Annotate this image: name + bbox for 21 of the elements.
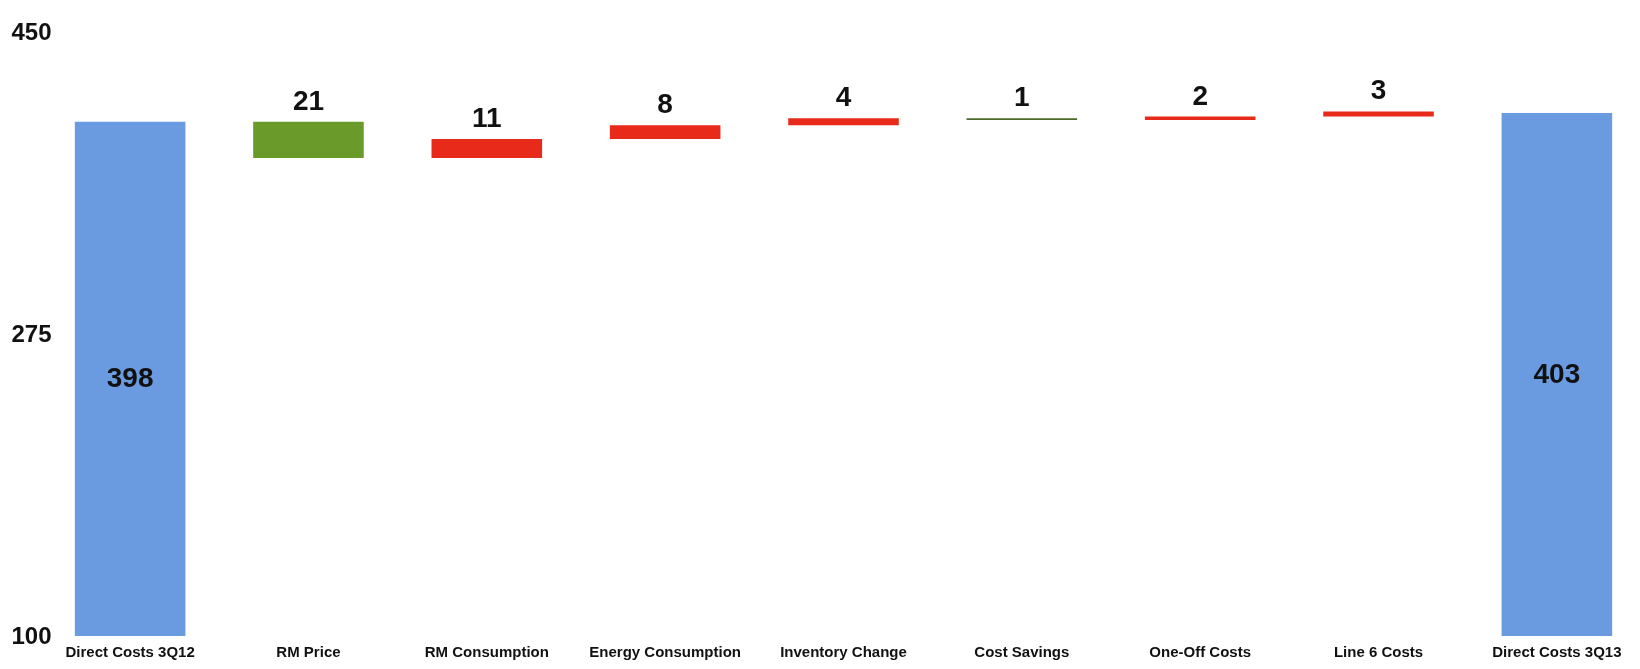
x-tick-label: RM Consumption (424, 642, 549, 660)
y-tick-label: 450 (11, 17, 52, 45)
data-label: 4 (835, 81, 852, 113)
x-tick-label: Line 6 Costs (1333, 642, 1424, 660)
data-label: 8 (657, 88, 673, 120)
x-tick-label: Direct Costs 3Q13 (1492, 642, 1622, 660)
data-label: 1 (1014, 81, 1030, 113)
x-tick-label: One-Off Costs (1149, 642, 1252, 660)
data-label: 3 (1370, 74, 1387, 106)
x-tick-label: Cost Savings (974, 642, 1070, 660)
data-label: 11 (472, 101, 502, 133)
y-tick-label: 100 (11, 621, 52, 649)
data-label: 2 (1192, 79, 1208, 111)
x-tick-label: Inventory Change (780, 642, 907, 660)
data-label: 21 (292, 84, 325, 116)
data-label: 398 (106, 361, 154, 393)
x-tick-label: Energy Consumption (589, 642, 741, 660)
x-tick-label: Direct Costs 3Q12 (65, 642, 195, 660)
y-tick-label: 275 (11, 319, 52, 347)
x-tick-label: RM Price (276, 642, 341, 660)
data-label: 403 (1533, 357, 1581, 389)
